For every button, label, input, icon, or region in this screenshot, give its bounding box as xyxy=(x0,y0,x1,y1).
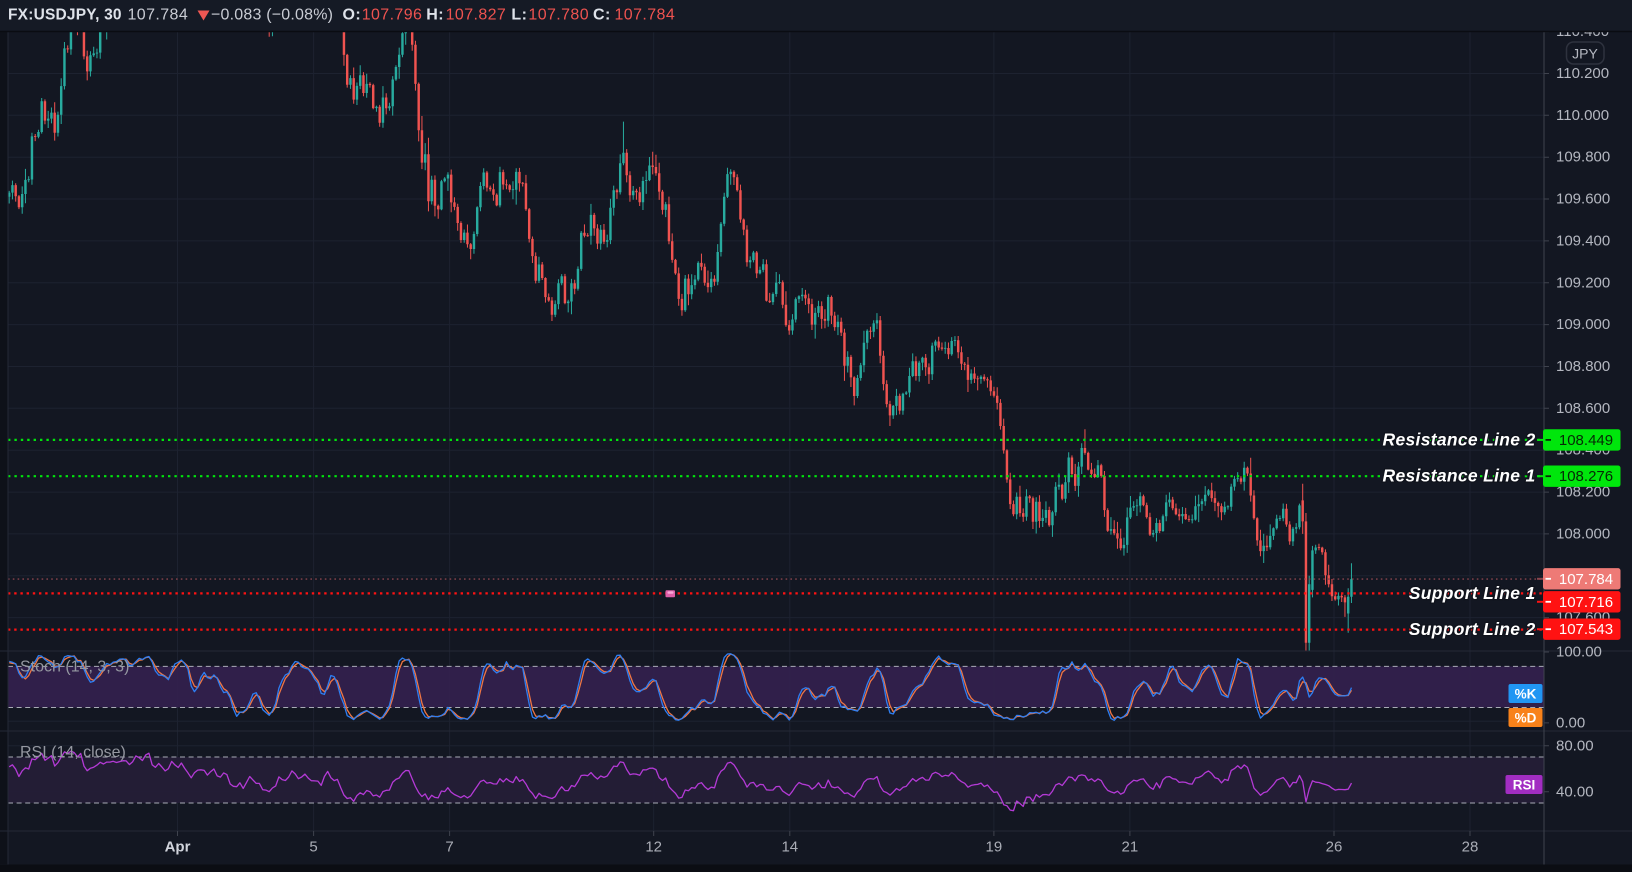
svg-text:107.796: 107.796 xyxy=(362,7,423,24)
svg-text:28: 28 xyxy=(1462,839,1479,856)
svg-text:5: 5 xyxy=(309,839,317,856)
svg-text:108.600: 108.600 xyxy=(1556,400,1610,417)
svg-text:108.449: 108.449 xyxy=(1559,432,1613,449)
svg-text:107.543: 107.543 xyxy=(1559,621,1613,638)
svg-text:107.784: 107.784 xyxy=(1559,571,1613,588)
svg-text:O:: O: xyxy=(343,7,362,24)
svg-text:19: 19 xyxy=(986,839,1003,856)
svg-text:%K: %K xyxy=(1515,687,1537,702)
svg-text:109.000: 109.000 xyxy=(1556,316,1610,333)
svg-text:107.716: 107.716 xyxy=(1559,594,1613,611)
svg-text:107.827: 107.827 xyxy=(446,7,507,24)
svg-text:Support Line 1: Support Line 1 xyxy=(1409,583,1536,603)
svg-text:FX:USDJPY, 30: FX:USDJPY, 30 xyxy=(8,7,122,24)
svg-text:110.200: 110.200 xyxy=(1556,65,1609,82)
svg-text:14: 14 xyxy=(781,839,798,856)
svg-text:108.000: 108.000 xyxy=(1556,525,1610,542)
svg-text:7: 7 xyxy=(445,839,453,856)
svg-text:H:: H: xyxy=(426,7,444,24)
svg-text:Stoch (14, 3, 3): Stoch (14, 3, 3) xyxy=(20,659,129,676)
svg-text:80.00: 80.00 xyxy=(1556,737,1594,754)
svg-text:%D: %D xyxy=(1515,711,1537,726)
svg-text:0.00: 0.00 xyxy=(1556,714,1585,731)
svg-text:Resistance Line 2: Resistance Line 2 xyxy=(1383,429,1536,449)
svg-text:108.800: 108.800 xyxy=(1556,358,1610,375)
svg-text:JPY: JPY xyxy=(1572,46,1598,62)
svg-text:L:: L: xyxy=(511,7,527,24)
svg-text:107.780: 107.780 xyxy=(528,7,589,24)
svg-text:21: 21 xyxy=(1122,839,1139,856)
svg-text:109.400: 109.400 xyxy=(1556,232,1610,249)
svg-text:109.600: 109.600 xyxy=(1556,191,1610,208)
svg-text:Support Line 2: Support Line 2 xyxy=(1409,619,1536,639)
svg-text:−0.083 (−0.08%): −0.083 (−0.08%) xyxy=(211,7,333,24)
svg-text:Resistance Line 1: Resistance Line 1 xyxy=(1383,466,1536,486)
svg-text:RSI: RSI xyxy=(1513,778,1536,793)
svg-text:40.00: 40.00 xyxy=(1556,783,1594,800)
svg-text:100.00: 100.00 xyxy=(1556,644,1602,661)
svg-text:26: 26 xyxy=(1326,839,1343,856)
svg-text:109.200: 109.200 xyxy=(1556,274,1610,291)
svg-text:108.276: 108.276 xyxy=(1559,468,1613,485)
svg-text:107.784: 107.784 xyxy=(128,7,189,24)
svg-text:RSI (14, close): RSI (14, close) xyxy=(20,744,126,761)
svg-text:12: 12 xyxy=(645,839,662,856)
svg-text:Apr: Apr xyxy=(165,839,191,856)
svg-text:108.200: 108.200 xyxy=(1556,484,1610,501)
svg-text:110.000: 110.000 xyxy=(1556,107,1609,124)
svg-text:109.800: 109.800 xyxy=(1556,149,1610,166)
svg-text:107.784: 107.784 xyxy=(615,7,676,24)
svg-text:C:: C: xyxy=(593,7,611,24)
